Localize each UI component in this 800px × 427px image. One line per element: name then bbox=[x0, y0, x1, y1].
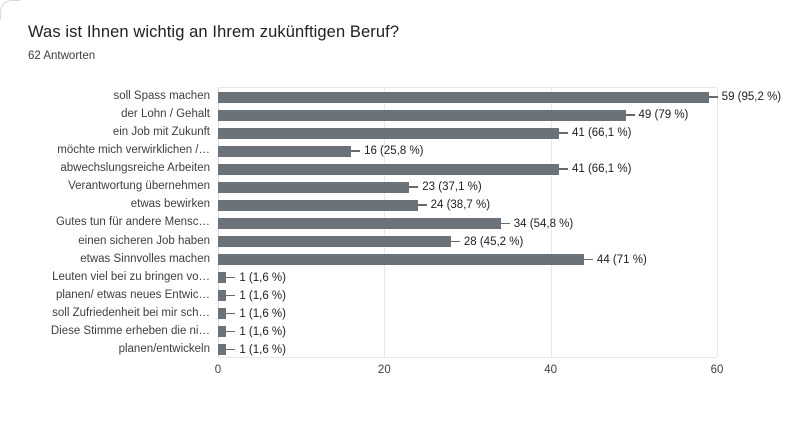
bar bbox=[218, 91, 709, 103]
bar bbox=[218, 272, 227, 284]
bar-callout-line bbox=[226, 348, 236, 351]
bar bbox=[218, 254, 584, 266]
bar-value-label: 28 (45,2 %) bbox=[463, 235, 524, 248]
bar-callout-line bbox=[558, 168, 568, 170]
bar-callout-line bbox=[500, 222, 510, 224]
category-label: Verantwortung übernehmen bbox=[68, 180, 210, 193]
bar bbox=[218, 344, 227, 356]
gridline bbox=[717, 88, 718, 357]
bar-callout-line bbox=[226, 312, 236, 315]
bar-callout-line bbox=[558, 132, 568, 134]
bar-callout-line bbox=[450, 240, 460, 243]
bar-value-label: 24 (38,7 %) bbox=[430, 199, 491, 212]
category-label: einen sicheren Job haben bbox=[78, 234, 210, 247]
bar bbox=[218, 181, 410, 193]
bar-value-label: 41 (66,1 %) bbox=[571, 163, 632, 176]
category-label: planen/entwickeln bbox=[118, 342, 210, 355]
bar-value-label: 1 (1,6 %) bbox=[239, 289, 286, 302]
category-label: möchte mich verwirklichen /… bbox=[57, 144, 210, 157]
bar-value-label: 41 (66,1 %) bbox=[571, 127, 632, 140]
answer-count: 62 Antworten bbox=[28, 50, 96, 62]
x-axis-tick: 20 bbox=[377, 364, 391, 376]
bar bbox=[218, 308, 227, 320]
bar-callout-line bbox=[226, 330, 236, 333]
bar-value-label: 59 (95,2 %) bbox=[721, 91, 782, 104]
bar-value-label: 16 (25,8 %) bbox=[364, 145, 424, 158]
bar-callout-line bbox=[708, 96, 718, 98]
category-label: Leuten viel bei zu bringen vo… bbox=[52, 270, 210, 283]
category-label: Diese Stimme erheben die ni… bbox=[50, 324, 210, 337]
bar-callout-line bbox=[409, 186, 419, 188]
bar-callout-line bbox=[417, 204, 427, 206]
category-label: etwas Sinnvolles machen bbox=[80, 252, 210, 265]
category-label: der Lohn / Gehalt bbox=[121, 108, 210, 121]
category-label: soll Zufriedenheit bei mir sch… bbox=[52, 306, 210, 319]
bar bbox=[218, 127, 559, 139]
category-label: abwechslungsreiche Arbeiten bbox=[60, 162, 210, 175]
bar-callout-line bbox=[351, 150, 361, 152]
card-corner-border bbox=[0, 0, 20, 20]
bar bbox=[218, 145, 352, 157]
category-label: planen/ etwas neues Entwic… bbox=[55, 288, 210, 301]
bar-value-label: 49 (79 %) bbox=[638, 109, 689, 122]
bar bbox=[218, 109, 626, 121]
bar-value-label: 1 (1,6 %) bbox=[239, 343, 286, 356]
bar-callout-line bbox=[625, 114, 635, 116]
bar-callout-line bbox=[226, 276, 236, 279]
bar bbox=[218, 290, 227, 302]
bar bbox=[218, 326, 227, 338]
category-label: etwas bewirken bbox=[130, 198, 210, 211]
category-label: ein Job mit Zukunft bbox=[112, 126, 210, 139]
page-title: Was ist Ihnen wichtig an Ihrem zukünftig… bbox=[28, 23, 400, 41]
bar-value-label: 23 (37,1 %) bbox=[422, 181, 482, 194]
bar-value-label: 44 (71 %) bbox=[596, 253, 647, 266]
x-axis-tick: 60 bbox=[710, 364, 724, 376]
category-labels: soll Spass machen der Lohn / Gehalt ein Jo… bbox=[0, 87, 214, 358]
bar-value-label: 1 (1,6 %) bbox=[239, 307, 286, 320]
bar-callout-line bbox=[583, 258, 593, 261]
x-axis: 0 20 40 60 bbox=[214, 364, 724, 380]
bar-value-label: 34 (54,8 %) bbox=[513, 217, 574, 230]
bar bbox=[218, 218, 501, 229]
bar bbox=[218, 199, 418, 211]
bar-value-label: 1 (1,6 %) bbox=[239, 325, 286, 338]
x-axis-tick: 0 bbox=[214, 364, 222, 376]
bar-value-label: 1 (1,6 %) bbox=[239, 271, 286, 284]
bar bbox=[218, 236, 451, 248]
bar bbox=[218, 163, 559, 175]
bar-callout-line bbox=[226, 294, 236, 297]
category-label: soll Spass machen bbox=[113, 90, 210, 103]
plot-area: 59 (95,2 %) 49 (79 %) 41 (66,1 %) 16 (25,8 … bbox=[218, 87, 781, 358]
gridline bbox=[550, 88, 552, 357]
x-axis-tick: 40 bbox=[544, 364, 558, 376]
category-label: Gutes tun für andere Mensc… bbox=[55, 216, 210, 229]
